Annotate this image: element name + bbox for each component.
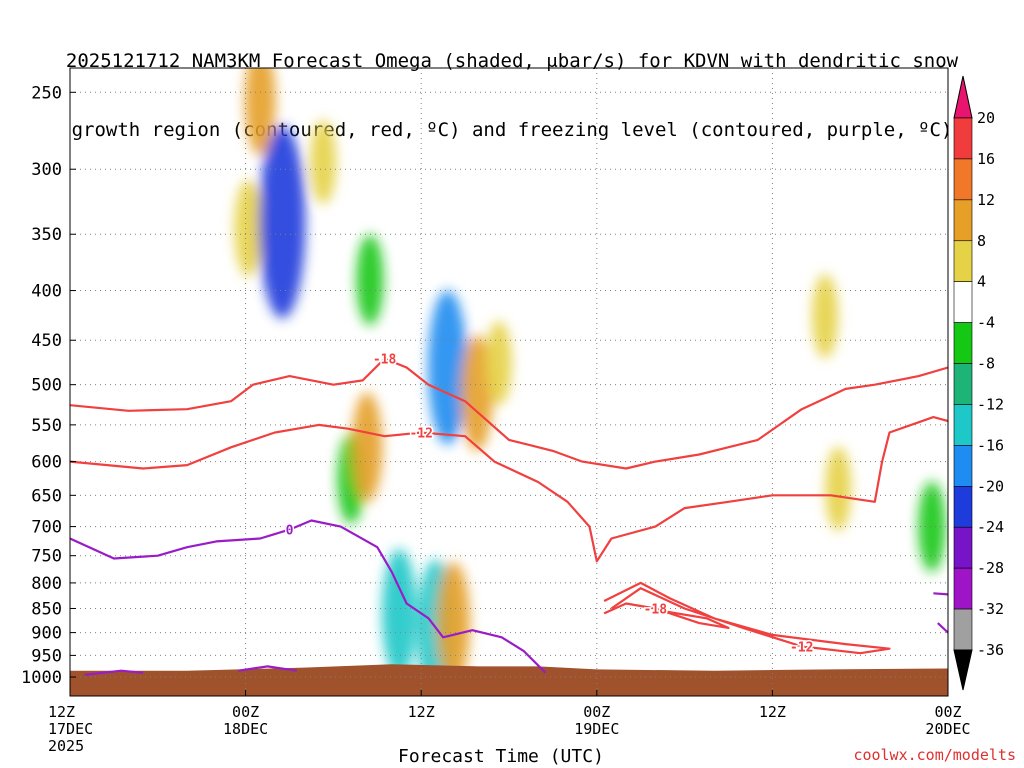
y-tick-label: 400 xyxy=(31,282,62,302)
colorbar-tick-label: 16 xyxy=(977,150,995,168)
colorbar-segment xyxy=(953,158,973,201)
colorbar-segment xyxy=(953,363,973,405)
freezing-level-contour xyxy=(937,622,948,634)
colorbar-segment xyxy=(953,281,973,323)
terrain-area xyxy=(70,664,948,696)
colorbar-segment xyxy=(953,567,973,610)
colorbar-segment xyxy=(953,117,973,160)
colorbar-tick-label: -4 xyxy=(977,314,995,332)
omega-cell xyxy=(351,392,383,503)
colorbar-tick-label: -20 xyxy=(977,477,1004,495)
x-tick-label: 20DEC xyxy=(925,720,970,738)
omega-cell xyxy=(427,290,468,445)
colorbar-tick-label: -12 xyxy=(977,395,1004,413)
y-tick-label: 750 xyxy=(31,547,62,567)
x-tick-label: 00Z xyxy=(583,703,610,721)
contours: -18 -12 -18 -12 0 xyxy=(70,351,948,676)
x-tick-label: 2025 xyxy=(48,737,84,755)
x-tick-label: 12Z xyxy=(408,703,435,721)
omega-cell xyxy=(234,179,263,277)
omega-cell xyxy=(356,234,384,326)
omega-cell xyxy=(244,68,276,156)
freezing-level-contour xyxy=(70,519,547,674)
colorbar-tick-label: 4 xyxy=(977,273,986,291)
x-tick-label: 17DEC xyxy=(48,720,93,738)
x-tick-label: 00Z xyxy=(934,703,961,721)
y-tick-label: 850 xyxy=(31,599,62,619)
colorbar-tick-label: -28 xyxy=(977,559,1004,577)
omega-cell xyxy=(485,321,512,406)
y-tick-label: 600 xyxy=(31,453,62,473)
dgz-contour-label: -12 xyxy=(409,426,432,441)
x-tick-label: 18DEC xyxy=(223,720,268,738)
colorbar-tick-label: -16 xyxy=(977,436,1004,454)
omega-cell xyxy=(825,446,852,531)
y-tick-label: 900 xyxy=(31,624,62,644)
colorbar-segment xyxy=(953,445,973,487)
colorbar-tick-label: -32 xyxy=(977,600,1004,618)
colorbar-segment xyxy=(953,526,973,569)
colorbar-top-arrow xyxy=(953,75,973,119)
colorbar-segment xyxy=(953,486,973,528)
omega-cell xyxy=(812,274,839,359)
colorbar-tick-label: 12 xyxy=(977,191,995,209)
y-tick-label: 1000 xyxy=(21,668,62,688)
colorbar-segment xyxy=(953,608,973,651)
credit-text: coolwx.com/modelts xyxy=(853,746,1016,764)
x-tick-label: 19DEC xyxy=(574,720,619,738)
colorbar-segment xyxy=(953,199,973,242)
x-axis-title: Forecast Time (UTC) xyxy=(398,746,604,767)
y-tick-label: 800 xyxy=(31,574,62,594)
colorbar-segment xyxy=(953,322,973,364)
y-tick-label: 450 xyxy=(31,331,62,351)
y-tick-label: 500 xyxy=(31,376,62,396)
omega-cell xyxy=(310,120,337,205)
omega-cell xyxy=(460,335,493,452)
colorbar-tick-label: -8 xyxy=(977,355,995,373)
plot-frame xyxy=(69,67,949,697)
omega-shading xyxy=(234,68,946,696)
x-tick-label: 12Z xyxy=(759,703,786,721)
freezing-level-contour-label: 0 xyxy=(286,524,294,539)
colorbar-tick-label: -24 xyxy=(977,518,1004,536)
dgz-contour xyxy=(70,416,948,563)
dgz-contour-label: -12 xyxy=(790,640,813,655)
y-tick-label: 350 xyxy=(31,225,62,245)
y-tick-label: 700 xyxy=(31,518,62,538)
omega-cell xyxy=(382,549,417,678)
dgz-contour xyxy=(603,602,730,629)
omega-cell xyxy=(436,561,470,685)
omega-cell xyxy=(258,125,306,319)
colorbar: 20 16 12 8 4 -4 -8 -12 -16 -20 -24 -28 -32 -36 xyxy=(953,75,1004,691)
dgz-contour xyxy=(70,357,948,470)
dgz-contour-label: -18 xyxy=(373,353,397,368)
dgz-contour xyxy=(603,581,891,655)
freezing-level-contour xyxy=(238,665,297,672)
freezing-level-contour xyxy=(84,669,144,676)
omega-cell xyxy=(918,481,946,572)
y-tick-label: 550 xyxy=(31,416,62,436)
y-tick-label: 250 xyxy=(31,83,62,103)
colorbar-segment xyxy=(953,404,973,446)
colorbar-bottom-arrow xyxy=(953,649,973,691)
colorbar-tick-label: 20 xyxy=(977,109,995,127)
colorbar-segment xyxy=(953,240,973,282)
y-axis: 250 300 350 400 450 500 550 600 650 700 750 800 850 9… xyxy=(21,83,76,688)
y-tick-label: 950 xyxy=(31,646,62,666)
dgz-contour-label: -18 xyxy=(644,602,668,617)
freezing-level-contour xyxy=(933,592,948,596)
colorbar-tick-label: -36 xyxy=(977,641,1004,659)
colorbar-tick-label: 8 xyxy=(977,232,986,250)
y-tick-label: 300 xyxy=(31,160,62,180)
x-tick-label: 12Z xyxy=(48,703,75,721)
chart-title-line-1: 2025121712 NAM3KM Forecast Omega (shaded… xyxy=(65,50,959,72)
y-tick-label: 650 xyxy=(31,486,62,506)
terrain xyxy=(70,664,948,696)
x-tick-label: 00Z xyxy=(232,703,259,721)
